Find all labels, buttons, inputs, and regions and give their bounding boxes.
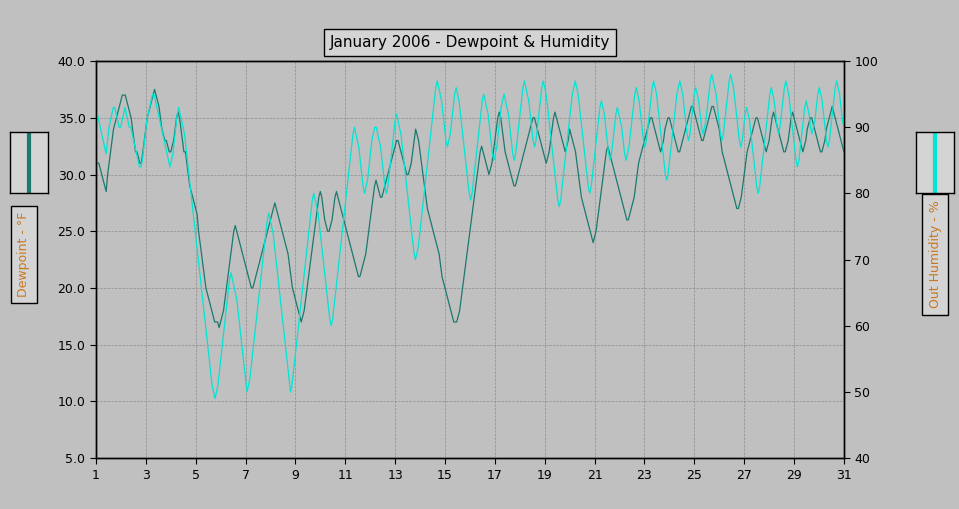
- Text: Dewpoint - °F: Dewpoint - °F: [17, 212, 31, 297]
- Text: Out Humidity - %: Out Humidity - %: [928, 201, 942, 308]
- Title: January 2006 - Dewpoint & Humidity: January 2006 - Dewpoint & Humidity: [330, 35, 610, 50]
